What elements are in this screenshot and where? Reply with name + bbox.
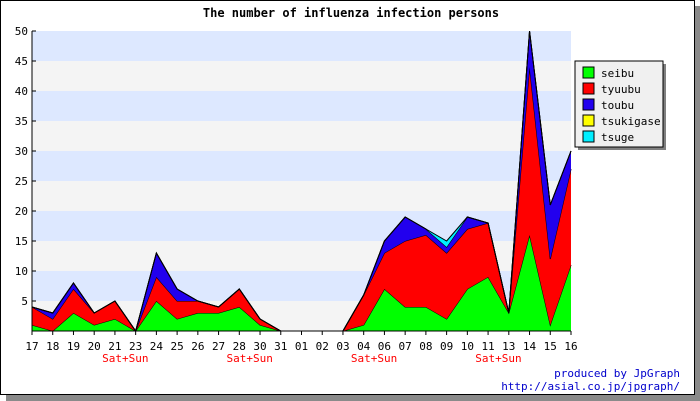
weekend-label: Sat+Sun	[226, 352, 272, 365]
x-tick-label: 18	[46, 340, 59, 353]
x-tick-label: 28	[233, 340, 246, 353]
x-tick-label: 07	[399, 340, 412, 353]
x-tick-label: 24	[150, 340, 164, 353]
x-tick-label: 30	[253, 340, 266, 353]
legend-swatch-tsukigase	[582, 114, 595, 127]
y-tick-label: 15	[15, 235, 28, 248]
y-tick-label: 50	[15, 25, 28, 38]
grid-band	[32, 61, 571, 91]
weekend-label: Sat+Sun	[102, 352, 148, 365]
grid-band	[32, 91, 571, 121]
y-tick-label: 25	[15, 175, 28, 188]
y-tick-labels: 5 10 15 20 25 30 35 40 45 50	[15, 25, 36, 308]
y-tick-label: 10	[15, 265, 28, 278]
x-tick-label: 31	[274, 340, 287, 353]
grid-band	[32, 31, 571, 61]
background-bands	[32, 31, 571, 331]
y-tick-label: 5	[21, 295, 28, 308]
x-tick-label: 23	[129, 340, 142, 353]
x-tick-label: 19	[67, 340, 80, 353]
weekend-label: Sat+Sun	[351, 352, 397, 365]
grid-band	[32, 121, 571, 151]
x-tick-label: 04	[357, 340, 371, 353]
x-tick-labels: 17 18 19 20 21 23 24 25 26 27 28 30 31 01 02 03 04 06 07 08…	[25, 331, 578, 353]
weekend-label: Sat+Sun	[475, 352, 521, 365]
y-tick-label: 45	[15, 55, 28, 68]
credit-url[interactable]: http://asial.co.jp/jpgraph/	[501, 380, 680, 393]
legend-swatch-tsuge	[582, 130, 595, 143]
grid-band	[32, 181, 571, 211]
legend-swatch-tyuubu	[582, 82, 595, 95]
legend-label-tsuge: tsuge	[601, 131, 634, 144]
x-tick-label: 10	[461, 340, 474, 353]
y-tick-label: 40	[15, 85, 28, 98]
legend-swatch-seibu	[582, 66, 595, 79]
x-tick-label: 03	[336, 340, 349, 353]
x-tick-label: 16	[564, 340, 577, 353]
y-tick-label: 30	[15, 145, 28, 158]
legend-label-tyuubu: tyuubu	[601, 83, 641, 96]
x-tick-label: 21	[108, 340, 121, 353]
x-tick-label: 27	[212, 340, 225, 353]
x-tick-label: 08	[419, 340, 432, 353]
x-tick-label: 06	[378, 340, 391, 353]
x-tick-label: 25	[170, 340, 183, 353]
legend-swatch-toubu	[582, 98, 595, 111]
y-tick-label: 20	[15, 205, 28, 218]
x-tick-label: 20	[88, 340, 101, 353]
chart-frame: The number of influenza infection person…	[0, 0, 695, 395]
weekend-labels: Sat+Sun Sat+Sun Sat+Sun Sat+Sun	[102, 352, 522, 365]
chart-title: The number of influenza infection person…	[203, 6, 499, 20]
x-tick-label: 09	[440, 340, 453, 353]
legend-label-seibu: seibu	[601, 67, 634, 80]
x-tick-label: 13	[502, 340, 515, 353]
x-tick-label: 15	[544, 340, 557, 353]
grid-band	[32, 151, 571, 181]
area-tyuubu	[32, 67, 571, 331]
legend: seibu tyuubu toubu tsukigase tsuge	[574, 60, 666, 150]
x-tick-label: 17	[25, 340, 38, 353]
x-tick-label: 02	[316, 340, 329, 353]
area-seibu	[32, 235, 571, 331]
credit-line: produced by JpGraph	[554, 367, 680, 380]
legend-label-tsukigase: tsukigase	[601, 115, 661, 128]
legend-label-toubu: toubu	[601, 99, 634, 112]
x-tick-label: 01	[295, 340, 308, 353]
x-tick-label: 26	[191, 340, 204, 353]
y-tick-label: 35	[15, 115, 28, 128]
x-tick-label: 14	[523, 340, 537, 353]
x-tick-label: 11	[481, 340, 494, 353]
